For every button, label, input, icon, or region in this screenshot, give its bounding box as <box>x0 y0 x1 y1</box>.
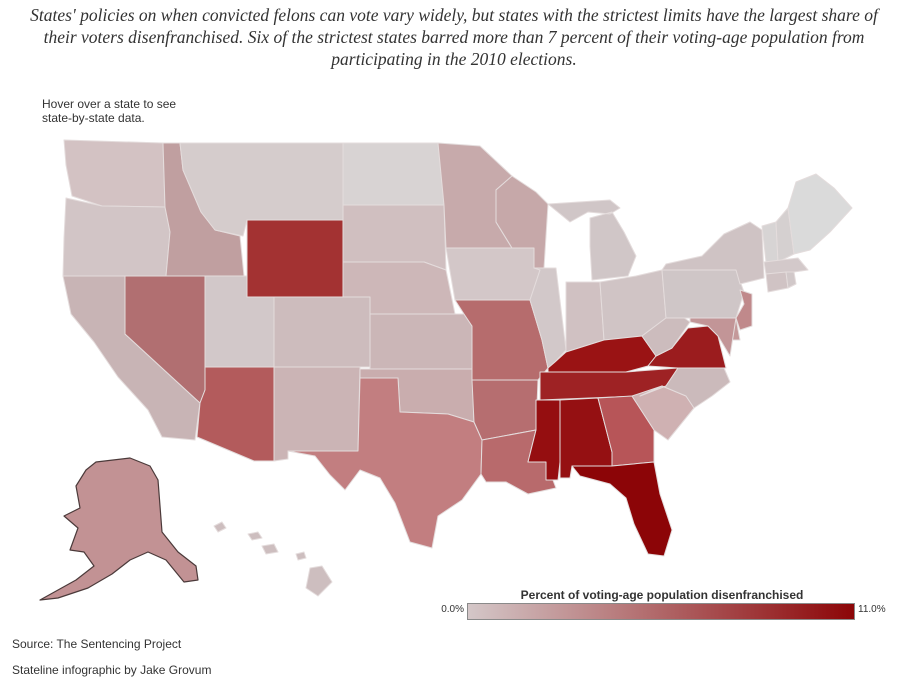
state-massachusetts[interactable] <box>763 257 809 275</box>
state-washington[interactable] <box>63 139 166 208</box>
legend-max-label: 11.0% <box>858 604 886 615</box>
state-texas[interactable] <box>287 377 483 549</box>
state-iowa[interactable] <box>445 247 541 301</box>
legend-color-ramp <box>467 603 855 620</box>
state-new-mexico[interactable] <box>273 366 361 462</box>
state-south-dakota[interactable] <box>342 204 447 271</box>
source-note: Source: The Sentencing Project <box>12 637 182 651</box>
state-arizona[interactable] <box>196 366 275 462</box>
state-alaska[interactable] <box>39 457 199 601</box>
state-connecticut[interactable] <box>765 271 789 293</box>
state-north-dakota[interactable] <box>342 142 445 206</box>
state-rhode-island[interactable] <box>785 271 797 289</box>
state-kansas[interactable] <box>369 313 473 370</box>
state-oregon[interactable] <box>62 197 171 277</box>
state-new-york[interactable] <box>661 221 765 285</box>
hover-hint: Hover over a state to see state-by-state… <box>42 97 177 125</box>
credit-note: Stateline infographic by Jake Grovum <box>12 663 212 677</box>
state-maryland[interactable] <box>689 317 737 357</box>
state-maine[interactable] <box>787 173 853 255</box>
state-north-carolina[interactable] <box>639 367 731 409</box>
legend-min-label: 0.0% <box>441 604 464 615</box>
state-colorado[interactable] <box>273 296 371 368</box>
state-hawaii[interactable] <box>213 521 333 597</box>
state-vermont[interactable] <box>761 221 779 263</box>
state-pennsylvania[interactable] <box>661 269 745 319</box>
state-wyoming[interactable] <box>246 219 344 298</box>
state-new-jersey[interactable] <box>735 289 753 331</box>
state-florida[interactable] <box>571 461 673 557</box>
legend-title: Percent of voting-age population disenfr… <box>520 588 804 602</box>
intro-text: States' policies on when convicted felon… <box>30 5 878 69</box>
state-michigan[interactable] <box>547 199 637 281</box>
